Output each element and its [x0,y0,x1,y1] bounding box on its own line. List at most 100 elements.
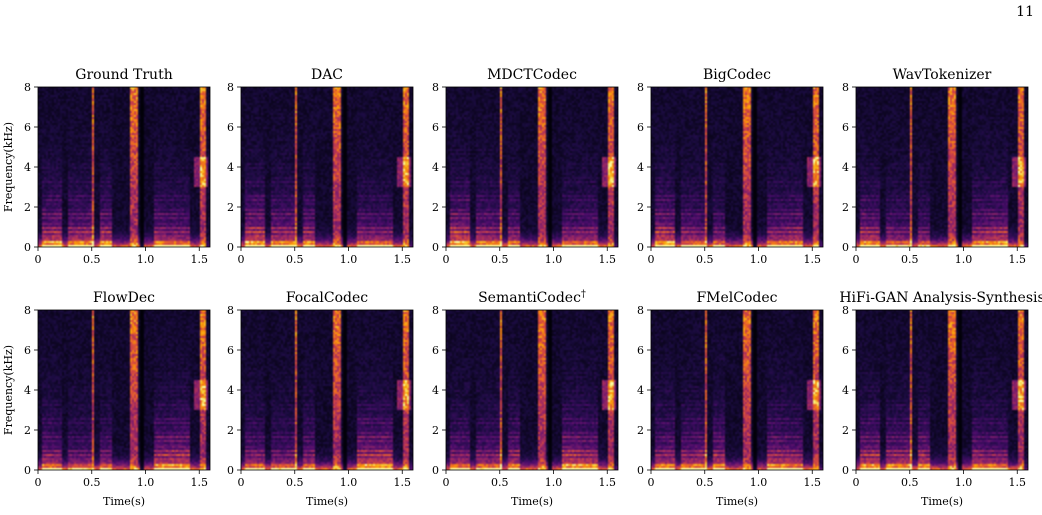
spectrogram-image [38,310,210,470]
y-tick-label: 0 [432,464,439,477]
y-tick-label: 2 [432,201,439,214]
y-tick-label: 0 [432,241,439,254]
x-tick-label: 0 [238,476,245,489]
panel-title-text: BigCodec [703,67,771,83]
y-tick-label: 8 [432,81,439,94]
spectrogram-image [241,87,413,247]
x-tick-label: 1.0 [955,476,973,489]
y-tick-label: 4 [432,384,439,397]
x-tick-label: 0.5 [83,253,101,266]
panel-title-text: FMelCodec [696,290,777,306]
panel-title-text: MDCTCodec [487,67,577,83]
panel-title: HiFi-GAN Analysis-Synthesis [839,290,1042,306]
panel-title-text: WavTokenizer [893,67,992,83]
x-tick-label: 0 [648,253,655,266]
y-tick-label: 8 [432,304,439,317]
panel-title-mark: † [581,289,586,300]
y-tick-label: 2 [24,424,31,437]
y-tick-label: 4 [227,384,234,397]
y-tick-label: 4 [637,384,644,397]
x-tick-label: 0 [853,253,860,266]
x-tick-label: 1.0 [750,253,768,266]
y-tick-label: 4 [24,384,31,397]
spectrogram-image [241,310,413,470]
x-tick-label: 1.5 [191,476,209,489]
x-tick-label: 1.0 [340,476,358,489]
panel-title-text: SemantiCodec [478,290,581,306]
x-axis-label: Time(s) [921,495,963,508]
y-tick-label: 0 [842,241,849,254]
spectrogram-panel: WavTokenizer 0 0.5 1.0 1.5 0 2 4 6 8 [842,67,1029,266]
spectrogram-panel: MDCTCodec 0 0.5 1.0 1.5 0 2 4 6 8 [432,67,619,266]
x-tick-label: 0.5 [696,476,714,489]
x-tick-label: 1.5 [394,253,412,266]
x-tick-label: 1.0 [750,476,768,489]
x-tick-label: 0 [648,476,655,489]
y-tick-label: 8 [842,81,849,94]
panel-title-text: HiFi-GAN Analysis-Synthesis [839,290,1042,306]
x-tick-label: 1.5 [599,476,617,489]
y-tick-label: 6 [637,121,644,134]
y-tick-label: 4 [24,161,31,174]
y-tick-label: 2 [842,424,849,437]
y-tick-label: 6 [842,344,849,357]
x-tick-label: 1.0 [955,253,973,266]
y-tick-label: 2 [227,201,234,214]
y-tick-label: 6 [24,344,31,357]
x-tick-label: 1.5 [394,476,412,489]
panel-title: FMelCodec [696,290,777,306]
y-tick-label: 2 [227,424,234,437]
y-tick-label: 0 [24,241,31,254]
y-tick-label: 6 [227,121,234,134]
y-tick-label: 2 [432,424,439,437]
spectrogram-image [856,87,1028,247]
x-tick-label: 0.5 [286,253,304,266]
y-tick-label: 0 [637,241,644,254]
y-tick-label: 6 [432,344,439,357]
x-tick-label: 0 [238,253,245,266]
spectrogram-panel: HiFi-GAN Analysis-Synthesis 0 0.5 1.0 1.5 0 2 4… [839,290,1042,508]
panel-title: Ground Truth [75,67,172,83]
y-tick-label: 0 [637,464,644,477]
x-tick-label: 1.0 [545,476,563,489]
spectrogram-panel: FocalCodec 0 0.5 1.0 1.5 0 2 4 6 8 Time(s) [227,290,414,508]
y-tick-label: 2 [637,424,644,437]
spectrogram-image [856,310,1028,470]
panel-title-text: DAC [311,67,343,83]
y-tick-label: 4 [842,161,849,174]
x-tick-label: 0 [35,476,42,489]
x-tick-label: 0.5 [491,476,509,489]
page-number: 11 [1016,4,1034,20]
x-tick-label: 1.5 [1009,253,1027,266]
y-tick-label: 8 [24,304,31,317]
x-tick-label: 0.5 [901,253,919,266]
x-tick-label: 1.5 [1009,476,1027,489]
y-tick-label: 8 [24,81,31,94]
x-axis-label: Time(s) [306,495,348,508]
panel-title: MDCTCodec [487,67,577,83]
spectrogram-image [446,310,618,470]
x-axis-label: Time(s) [716,495,758,508]
x-tick-label: 1.0 [340,253,358,266]
y-tick-label: 0 [227,464,234,477]
y-tick-label: 0 [227,241,234,254]
x-tick-label: 1.0 [137,253,155,266]
x-tick-label: 1.5 [804,253,822,266]
x-tick-label: 0.5 [901,476,919,489]
x-tick-label: 1.5 [191,253,209,266]
y-tick-label: 8 [637,304,644,317]
y-tick-label: 4 [637,161,644,174]
y-axis-label: Frequency(kHz) [2,345,15,435]
panel-title: BigCodec [703,67,771,83]
panel-title-text: Ground Truth [75,67,172,83]
y-tick-label: 8 [842,304,849,317]
x-tick-label: 0 [443,253,450,266]
spectrogram-panel: DAC 0 0.5 1.0 1.5 0 2 4 6 8 [227,67,414,266]
x-axis-label: Time(s) [511,495,553,508]
spectrogram-image [651,310,823,470]
y-tick-label: 6 [24,121,31,134]
y-tick-label: 8 [227,304,234,317]
y-tick-label: 6 [432,121,439,134]
panel-title: SemantiCodec† [478,289,586,306]
